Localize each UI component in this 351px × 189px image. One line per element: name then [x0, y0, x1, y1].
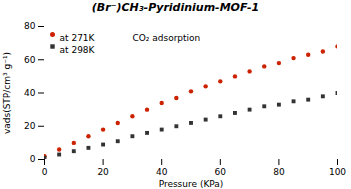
svg-text:20: 20: [97, 167, 109, 177]
svg-text:0: 0: [42, 167, 48, 177]
svg-text:100: 100: [329, 167, 346, 177]
svg-text:20: 20: [24, 121, 36, 131]
svg-text:80: 80: [24, 21, 36, 31]
svg-text:60: 60: [215, 167, 227, 177]
svg-text:vads(STP/cm³ g⁻¹): vads(STP/cm³ g⁻¹): [2, 52, 12, 134]
html-text:(Br⁻)CH₃-Pyridinium-MOF-1: (Br⁻)CH₃-Pyridinium-MOF-1: [91, 1, 260, 14]
svg-text:CO₂ adsorption: CO₂ adsorption: [132, 33, 200, 43]
svg-text:0: 0: [30, 154, 36, 164]
svg-text:at 298K: at 298K: [60, 45, 96, 55]
svg-text:at 271K: at 271K: [60, 33, 96, 43]
svg-text:80: 80: [273, 167, 285, 177]
svg-text:Pressure (KPa): Pressure (KPa): [159, 179, 224, 189]
svg-text:40: 40: [156, 167, 168, 177]
svg-text:40: 40: [24, 88, 36, 98]
svg-text:60: 60: [24, 55, 36, 65]
